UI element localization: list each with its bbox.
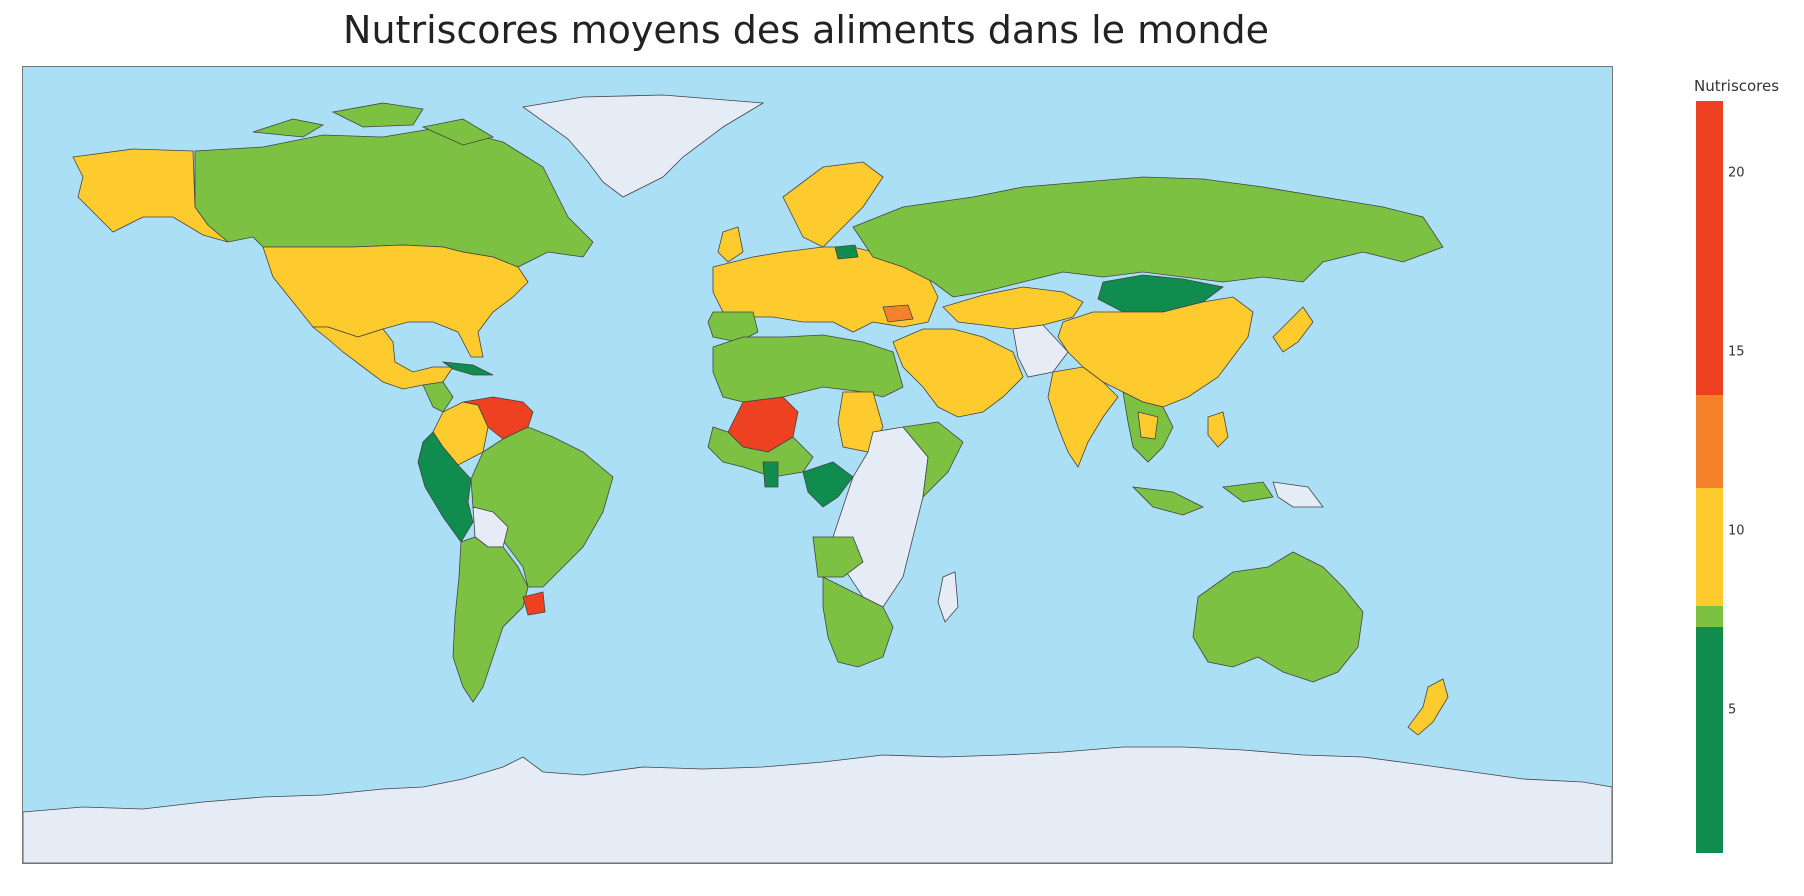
region-kazakhstan[interactable] — [942, 286, 1084, 330]
colorbar-tick-label: 20 — [1728, 165, 1745, 181]
colorbar-band — [1696, 627, 1723, 853]
region-ghana[interactable] — [762, 461, 779, 488]
region-east-africa[interactable] — [902, 421, 964, 499]
region-philippines[interactable] — [1207, 411, 1229, 448]
region-australia[interactable] — [1192, 551, 1364, 683]
colorbar-band — [1696, 394, 1723, 488]
colorbar-title: Nutriscores — [1694, 77, 1780, 95]
region-cuba[interactable] — [441, 361, 494, 376]
region-ecuador-peru[interactable] — [417, 431, 474, 543]
region-middle-east[interactable] — [892, 328, 1024, 418]
region-southern-africa[interactable] — [822, 576, 894, 668]
region-uk[interactable] — [717, 226, 744, 263]
world-map[interactable] — [22, 66, 1613, 864]
region-greenland[interactable] — [521, 94, 765, 198]
region-north-africa[interactable] — [712, 334, 904, 403]
region-scandinavia[interactable] — [782, 161, 884, 248]
colorbar-band — [1696, 487, 1723, 606]
colorbar-band — [1696, 101, 1723, 395]
map-title: Nutriscores moyens des aliments dans le … — [343, 8, 1269, 52]
region-russia[interactable] — [852, 176, 1444, 298]
region-new-guinea[interactable] — [1272, 481, 1324, 508]
region-indonesia[interactable] — [1131, 481, 1274, 516]
region-cameroon[interactable] — [802, 461, 854, 508]
region-india[interactable] — [1047, 366, 1119, 468]
region-latvia[interactable] — [834, 244, 859, 260]
region-uruguay[interactable] — [522, 591, 546, 616]
region-alaska[interactable] — [72, 148, 229, 243]
colorbar — [1696, 101, 1723, 853]
colorbar-tick-label: 10 — [1728, 523, 1745, 539]
colorbar-tick-label: 5 — [1728, 702, 1737, 718]
region-arctic-islands[interactable] — [252, 102, 495, 146]
region-central-america[interactable] — [422, 381, 454, 413]
region-antarctica[interactable] — [23, 746, 1612, 863]
region-angola[interactable] — [812, 536, 864, 578]
region-argentina-chile[interactable] — [452, 536, 529, 703]
region-madagascar[interactable] — [937, 571, 959, 623]
colorbar-tick-label: 15 — [1728, 344, 1745, 360]
region-thailand[interactable] — [1137, 411, 1159, 440]
colorbar-band — [1696, 605, 1723, 628]
region-west-africa[interactable] — [707, 426, 814, 478]
region-japan[interactable] — [1272, 306, 1314, 353]
region-romania[interactable] — [882, 304, 914, 323]
region-new-zealand[interactable] — [1407, 678, 1449, 736]
